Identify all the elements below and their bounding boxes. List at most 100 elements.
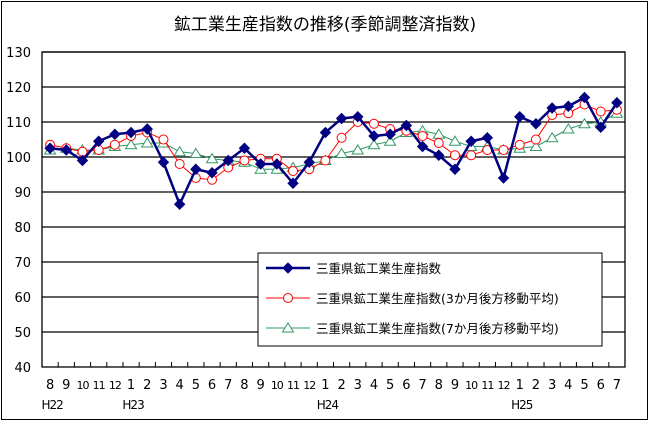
x-tick-label: 4 bbox=[564, 378, 572, 393]
x-tick-label: 6 bbox=[402, 378, 410, 393]
x-tick-label: 5 bbox=[580, 378, 588, 393]
data-point-diamond bbox=[125, 126, 137, 139]
data-point-diamond bbox=[465, 135, 477, 147]
data-point-diamond bbox=[282, 262, 294, 274]
x-tick-label: 3 bbox=[159, 378, 167, 393]
y-tick-label: 50 bbox=[14, 326, 31, 341]
data-point-diamond bbox=[157, 156, 170, 168]
x-tick-label: 4 bbox=[176, 378, 184, 393]
x-tick-label: 10 bbox=[271, 379, 284, 392]
x-tick-label: 9 bbox=[256, 378, 264, 393]
data-point-circle bbox=[498, 145, 509, 155]
x-tick-label: 11 bbox=[481, 379, 493, 392]
x-tick-label: 5 bbox=[192, 378, 200, 393]
x-tick-label: 5 bbox=[386, 378, 394, 393]
data-point-diamond bbox=[497, 172, 510, 184]
data-point-diamond bbox=[400, 119, 413, 132]
series-0 bbox=[44, 91, 623, 210]
data-point-diamond bbox=[271, 158, 283, 170]
data-point-diamond bbox=[44, 142, 56, 154]
data-point-triangle bbox=[367, 138, 381, 150]
y-tick-label: 70 bbox=[14, 256, 31, 271]
data-point-diamond bbox=[562, 100, 575, 112]
data-point-triangle bbox=[124, 138, 138, 150]
data-point-triangle bbox=[578, 117, 591, 129]
data-point-triangle bbox=[561, 123, 575, 134]
data-point-triangle bbox=[173, 145, 187, 157]
data-point-circle bbox=[466, 150, 477, 161]
data-point-diamond bbox=[595, 121, 607, 133]
data-point-diamond bbox=[530, 118, 542, 130]
data-point-diamond bbox=[141, 123, 153, 135]
x-tick-label: 8 bbox=[435, 378, 443, 393]
x-tick-label: 6 bbox=[597, 378, 605, 393]
data-point-diamond bbox=[368, 130, 380, 142]
x-tick-label: 3 bbox=[354, 378, 362, 393]
x-tick-label: 2 bbox=[143, 378, 151, 393]
y-tick-label: 80 bbox=[14, 221, 31, 236]
x-tick-label: 7 bbox=[224, 378, 232, 393]
data-point-triangle bbox=[529, 140, 543, 151]
year-label: H24 bbox=[317, 398, 339, 412]
data-point-circle bbox=[368, 118, 379, 129]
data-point-triangle bbox=[448, 135, 462, 146]
y-tick-label: 100 bbox=[6, 151, 31, 166]
data-point-triangle bbox=[281, 322, 295, 333]
y-tick-label: 120 bbox=[6, 81, 31, 96]
data-point-circle bbox=[595, 106, 606, 117]
data-point-diamond bbox=[173, 198, 186, 210]
data-point-circle bbox=[288, 166, 299, 176]
y-tick-label: 60 bbox=[14, 291, 31, 306]
x-tick-label: 7 bbox=[613, 378, 621, 393]
x-tick-label: 1 bbox=[321, 378, 329, 393]
y-tick-label: 90 bbox=[14, 186, 31, 201]
data-point-triangle bbox=[205, 152, 219, 164]
data-point-circle bbox=[283, 293, 293, 303]
data-point-diamond bbox=[60, 144, 72, 156]
y-tick-label: 40 bbox=[14, 361, 31, 376]
legend-label: 三重県鉱工業生産指数(7か月後方移動平均) bbox=[316, 321, 559, 336]
x-tick-label: 10 bbox=[465, 379, 478, 392]
data-point-diamond bbox=[190, 163, 202, 175]
data-point-triangle bbox=[189, 147, 203, 158]
y-tick-label: 130 bbox=[6, 46, 31, 61]
x-tick-label: 8 bbox=[240, 378, 248, 393]
data-point-diamond bbox=[335, 112, 348, 125]
x-tick-label: 10 bbox=[76, 379, 89, 392]
data-point-circle bbox=[174, 159, 185, 169]
chart-title: 鉱工業生産指数の推移(季節調整済指数) bbox=[174, 15, 476, 35]
x-tick-label: 7 bbox=[418, 378, 426, 393]
data-point-circle bbox=[239, 155, 250, 166]
data-point-circle bbox=[433, 138, 444, 148]
x-tick-label: 3 bbox=[548, 378, 556, 393]
legend-label: 三重県鉱工業生産指数 bbox=[316, 261, 442, 276]
data-point-circle bbox=[530, 134, 541, 145]
data-point-diamond bbox=[433, 149, 445, 161]
x-tick-label: 9 bbox=[451, 378, 459, 393]
x-tick-label: 1 bbox=[127, 378, 135, 393]
data-point-diamond bbox=[238, 142, 251, 154]
x-tick-label: 8 bbox=[46, 378, 54, 393]
data-point-diamond bbox=[287, 177, 299, 189]
data-point-diamond bbox=[514, 111, 526, 123]
year-label: H22 bbox=[41, 398, 63, 412]
x-tick-label: 11 bbox=[93, 379, 105, 392]
data-point-triangle bbox=[140, 137, 154, 148]
data-point-triangle bbox=[351, 144, 365, 155]
data-point-circle bbox=[514, 139, 525, 150]
data-point-diamond bbox=[92, 135, 105, 147]
data-point-circle bbox=[158, 134, 169, 145]
x-tick-label: 12 bbox=[498, 379, 510, 392]
x-tick-label: 6 bbox=[208, 378, 216, 393]
legend-box bbox=[257, 252, 603, 347]
x-tick-label: 1 bbox=[516, 378, 524, 393]
data-point-diamond bbox=[109, 128, 121, 140]
x-tick-label: 4 bbox=[370, 378, 378, 393]
data-point-diamond bbox=[319, 126, 332, 139]
x-tick-label: 2 bbox=[532, 378, 540, 393]
data-point-circle bbox=[417, 131, 428, 141]
data-point-circle bbox=[449, 150, 460, 161]
x-tick-label: 12 bbox=[109, 379, 121, 392]
data-point-diamond bbox=[384, 128, 396, 140]
